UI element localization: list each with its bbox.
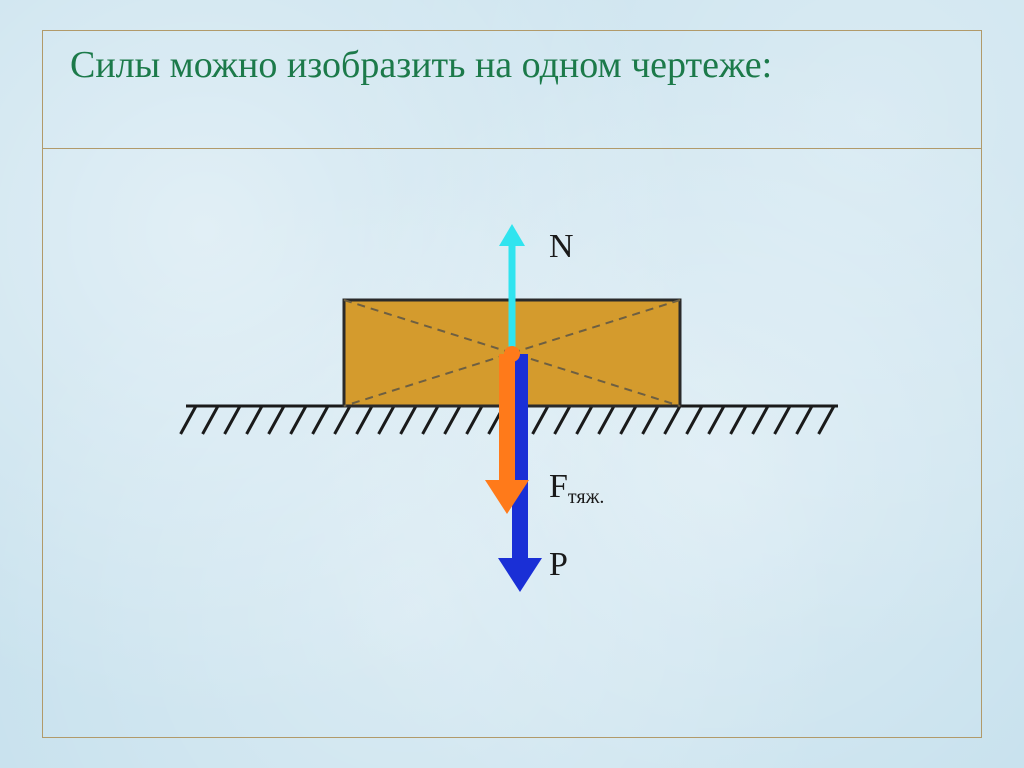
arrow-p-head (498, 558, 542, 592)
label-N: N (549, 228, 574, 265)
label-P: P (549, 546, 568, 583)
label-F: Fтяж. (549, 468, 604, 508)
center-dot (504, 346, 520, 362)
arrow-n-head (499, 224, 525, 246)
force-diagram: N Fтяж. P (0, 0, 1024, 768)
slide-content: Силы можно изобразить на одном чертеже: … (0, 0, 1024, 768)
arrow-n-shaft (509, 246, 516, 354)
